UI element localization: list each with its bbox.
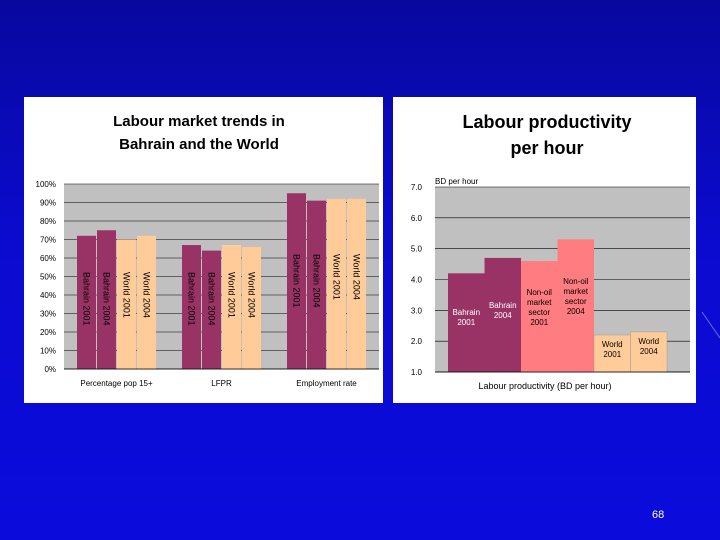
chart2-y-tick-label: 6.0	[411, 214, 423, 223]
chart2-bar-label: 2004	[567, 307, 585, 316]
chart1-bar-label: Bahrain 2004	[102, 272, 112, 326]
chart1-y-tick-label: 90%	[40, 199, 56, 208]
chart1-y-tick-label: 10%	[40, 347, 56, 356]
chart1-bar	[77, 235, 96, 369]
chart2-bar-label: Bahrain	[489, 301, 517, 310]
chart1-y-tick-label: 30%	[40, 310, 56, 319]
chart1-bar-label: World 2004	[352, 254, 362, 300]
chart1-bar	[222, 245, 241, 369]
chart1-y-tick-label: 50%	[40, 273, 56, 282]
chart2-bar	[448, 273, 485, 372]
decorative-line	[701, 311, 720, 339]
chart1-bar	[97, 230, 116, 369]
chart2-bar-label: sector	[565, 297, 587, 306]
chart2-title-line1: Labour productivity	[462, 112, 631, 132]
labour-market-chart: Labour market trends in Bahrain and the …	[36, 113, 379, 388]
chart2-title-line2: per hour	[510, 138, 583, 158]
chart2-y-tick-label: 7.0	[411, 183, 423, 192]
chart2-y-tick-label: 2.0	[411, 337, 423, 346]
chart2-x-axis-label: Labour productivity (BD per hour)	[478, 381, 611, 391]
chart1-y-tick-label: 20%	[40, 328, 56, 337]
chart2-bar-label: market	[564, 287, 589, 296]
chart2-bar	[630, 331, 668, 373]
chart1-bar	[347, 198, 366, 369]
labour-productivity-chart-panel: Labour productivity per hour BD per hour…	[393, 97, 696, 403]
chart2-bar-label: 2004	[494, 311, 512, 320]
chart1-title-line2: Bahrain and the World	[119, 136, 279, 153]
chart2-unit-note: BD per hour	[435, 177, 478, 186]
chart1-category-label: Employment rate	[296, 379, 357, 388]
chart1-bar-label: Bahrain 2001	[187, 272, 197, 326]
chart2-bar-label: Bahrain	[452, 308, 480, 317]
chart1-y-tick-label: 40%	[40, 291, 56, 300]
chart1-bar	[137, 235, 156, 369]
chart1-bar-label: World 2004	[142, 272, 152, 318]
chart1-y-tick-label: 80%	[40, 217, 56, 226]
chart2-bar	[521, 261, 558, 372]
chart1-y-tick-label: 0%	[44, 365, 56, 374]
chart2-y-tick-label: 3.0	[411, 306, 423, 315]
chart2-bar-label: World	[602, 340, 623, 349]
chart1-bar-label: Bahrain 2001	[82, 272, 92, 326]
chart1-bar	[287, 193, 306, 369]
chart2-y-tick-label: 4.0	[411, 276, 423, 285]
chart2-bar-label: World	[638, 337, 659, 346]
chart1-bar-label: Bahrain 2004	[207, 272, 217, 326]
page-number: 68	[652, 509, 665, 521]
chart1-bar-label: World 2004	[247, 272, 257, 318]
chart1-bar-label: Bahrain 2004	[312, 254, 322, 308]
chart1-bar	[182, 245, 201, 369]
chart2-y-tick-label: 5.0	[411, 245, 423, 254]
labour-productivity-chart: Labour productivity per hour BD per hour…	[411, 112, 690, 391]
chart1-bar-label: Bahrain 2001	[292, 254, 302, 308]
chart1-bar	[307, 200, 326, 369]
chart1-bar-label: World 2001	[332, 254, 342, 300]
chart2-bar-label: sector	[528, 308, 550, 317]
chart2-bar-label: Non-oil	[563, 277, 589, 286]
chart1-y-tick-label: 100%	[36, 180, 56, 189]
chart2-y-tick-label: 1.0	[411, 368, 423, 377]
chart2-bar-label: 2001	[530, 318, 548, 327]
chart1-bar	[117, 239, 136, 369]
chart1-bar-label: World 2001	[227, 272, 237, 318]
labour-market-chart-panel: Labour market trends in Bahrain and the …	[24, 97, 383, 403]
chart1-bar	[202, 250, 221, 369]
chart2-bar-label: 2001	[603, 350, 621, 359]
chart1-category-label: LFPR	[211, 379, 232, 388]
chart1-category-label: Percentage pop 15+	[80, 379, 153, 388]
chart1-bar	[242, 246, 261, 369]
chart1-bar	[327, 198, 346, 369]
chart1-y-tick-label: 60%	[40, 254, 56, 263]
chart1-title-line1: Labour market trends in	[113, 113, 285, 130]
chart2-bar	[557, 239, 594, 372]
chart2-bar	[484, 257, 521, 372]
chart1-bar-label: World 2001	[122, 272, 132, 318]
chart2-bar-label: 2004	[640, 347, 658, 356]
chart2-bar-label: 2001	[457, 318, 475, 327]
chart2-bar-label: Non-oil	[527, 288, 553, 297]
chart1-y-tick-label: 70%	[40, 236, 56, 245]
chart2-bar-label: market	[527, 298, 552, 307]
